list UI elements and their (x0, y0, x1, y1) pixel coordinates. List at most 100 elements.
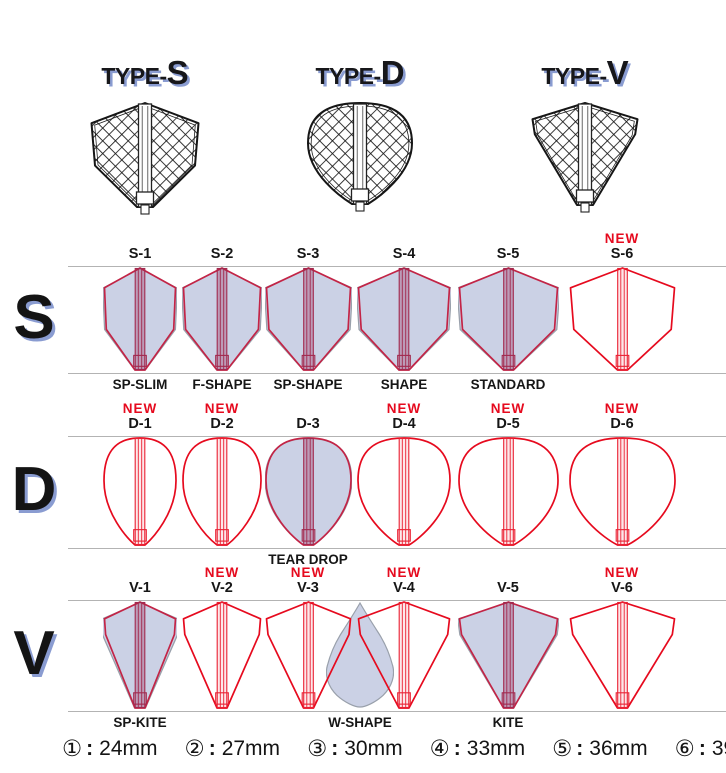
flight-silhouette-d-6 (568, 437, 676, 546)
flight-code-label: V-2 (211, 580, 233, 596)
flight-cell-s-6: NEW S-6 (569, 231, 676, 373)
size-legend-item-1: ①:24mm (62, 736, 158, 762)
flight-code-label: V-5 (497, 580, 519, 596)
new-badge: NEW (290, 565, 326, 580)
type-s-prefix: TYPE- (101, 63, 167, 89)
size-value: 30mm (344, 737, 403, 760)
type-s-header: TYPE-S (65, 54, 225, 221)
flight-silhouette-d-2 (182, 437, 262, 546)
row-letter-v: V (13, 618, 55, 688)
size-value: 36mm (589, 737, 648, 760)
flight-cell-v-2: NEW V-2 (182, 565, 262, 711)
type-v-letter: V (606, 54, 629, 91)
type-d-flight-illustration (307, 102, 413, 212)
flight-cell-d-1: NEW D-1 (103, 401, 177, 548)
flight-cell-d-5: NEW D-5 (457, 401, 559, 548)
flight-cell-v-1: V-1 SP-KITE (103, 580, 177, 730)
flight-code-label: V-4 (393, 580, 415, 596)
flight-silhouette-v-5 (457, 601, 559, 709)
row-letter-d: D (11, 455, 57, 525)
flight-silhouette-v-2 (182, 601, 262, 709)
band-top-line (68, 266, 726, 267)
band-bottom-line (68, 373, 726, 374)
shape-name-label: W-SHAPE (328, 715, 392, 730)
circled-number: ⑥ (674, 736, 695, 761)
flight-code-label: S-6 (610, 246, 634, 262)
band-top-line (68, 436, 726, 437)
flight-silhouette-v-1 (103, 601, 177, 709)
flight-code-label: S-1 (128, 246, 152, 262)
flight-silhouette-d-1 (103, 437, 177, 546)
size-separator: : (453, 737, 461, 760)
row-band-s: S S-1 SP-SLIM S-2 F-SHAPE S-3 SP-SHAPE S-4 SHAPE… (0, 231, 726, 392)
flight-silhouette-d-3 (264, 437, 352, 546)
flight-cell-v-4: NEW V-4 (357, 565, 451, 711)
band-top-line (68, 600, 726, 601)
type-d-letter: D (380, 54, 405, 91)
type-v-flight-illustration (531, 102, 639, 213)
flight-cell-d-4: NEW D-4 (357, 401, 451, 548)
size-value: 27mm (221, 737, 281, 760)
type-s-title: TYPE-S (65, 54, 225, 99)
type-v-title: TYPE-V (505, 54, 665, 99)
flight-code-label: S-3 (296, 246, 320, 262)
flight-code-label: D-1 (128, 416, 152, 432)
flight-code-label: V-3 (297, 580, 319, 596)
row-band-v: V W-SHAPE V-1 SP-KITE NEW V-2 NEW V-3 NEW V-4 V-5 K… (0, 565, 726, 730)
size-separator: : (331, 737, 339, 760)
shape-name-label: TEAR DROP (268, 552, 348, 567)
shape-name-label: SP-SHAPE (273, 377, 343, 392)
flight-silhouette-s-4 (357, 267, 451, 371)
size-legend-item-5: ⑤:36mm (552, 736, 648, 762)
circled-number: ① (62, 736, 83, 761)
w-shape-silhouette (326, 602, 394, 708)
flight-code-label: D-4 (392, 416, 416, 432)
size-value: 24mm (99, 737, 158, 760)
band-bottom-line (68, 711, 726, 712)
flight-code-label: S-4 (392, 246, 416, 262)
circled-number: ② (184, 736, 205, 761)
type-d-title: TYPE-D (280, 54, 440, 99)
new-badge: NEW (490, 401, 526, 416)
flight-silhouette-v-3 (265, 601, 351, 709)
new-badge: NEW (604, 565, 640, 580)
shape-name-label: SHAPE (380, 377, 428, 392)
size-value: 39mm (711, 737, 726, 760)
flight-cell-v-5: V-5 KITE (457, 580, 559, 730)
shape-name-label: KITE (492, 715, 524, 730)
shape-name-label: F-SHAPE (192, 377, 252, 392)
flight-code-label: S-2 (210, 246, 234, 262)
new-badge: NEW (386, 565, 422, 580)
new-badge: NEW (122, 401, 158, 416)
new-badge: NEW (386, 401, 422, 416)
shape-name-label: SP-KITE (113, 715, 167, 730)
flight-cell-s-2: S-2 F-SHAPE (182, 246, 262, 392)
flight-cell-d-6: NEW D-6 (568, 401, 676, 548)
band-bottom-line (68, 548, 726, 549)
size-value: 33mm (466, 737, 526, 760)
flight-cell-s-1: S-1 SP-SLIM (103, 246, 177, 392)
flight-code-label: D-2 (210, 416, 234, 432)
type-v-header: TYPE-V (505, 54, 665, 219)
flight-cell-s-5: S-5 STANDARD (457, 246, 559, 392)
type-v-prefix: TYPE- (541, 63, 607, 89)
type-s-flight-illustration (90, 102, 200, 215)
flight-silhouette-s-1 (103, 267, 177, 371)
size-legend-item-2: ②:27mm (185, 736, 281, 762)
shape-name-label: STANDARD (470, 377, 546, 392)
row-band-d: D NEW D-1 NEW D-2 D-3 TEAR DROP NEW D-4 NEW D-5 NEW… (0, 401, 726, 567)
flight-silhouette-v-4 (357, 601, 451, 709)
size-legend-item-6: ⑥:39mm (675, 736, 726, 762)
circled-number: ③ (307, 736, 328, 761)
size-legend-item-3: ③:30mm (307, 736, 403, 762)
size-separator: : (208, 737, 216, 760)
flight-silhouette-d-5 (457, 437, 559, 546)
flight-code-label: D-3 (296, 416, 320, 432)
flight-silhouette-s-3 (264, 267, 352, 371)
flight-cell-d-2: NEW D-2 (182, 401, 262, 548)
size-separator: : (576, 737, 584, 760)
flight-code-label: V-6 (611, 580, 633, 596)
circled-number: ⑤ (552, 736, 573, 761)
